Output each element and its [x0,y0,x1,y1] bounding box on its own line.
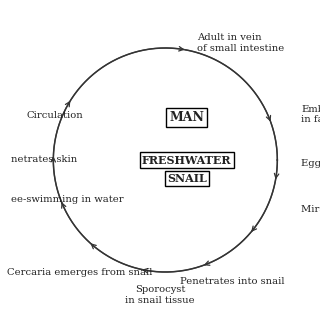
Text: MAN: MAN [169,111,204,124]
Text: Adult in vein
of small intestine: Adult in vein of small intestine [197,33,284,53]
Text: Embryonated
in faeces: Embryonated in faeces [301,105,320,124]
Text: Cercaria emerges from snail: Cercaria emerges from snail [7,268,153,277]
Text: Circulation: Circulation [27,111,84,121]
Text: netrates skin: netrates skin [11,156,77,164]
Text: FRESHWATER: FRESHWATER [142,155,231,165]
Text: ee-swimming in water: ee-swimming in water [11,196,123,204]
Text: SNAIL: SNAIL [167,173,206,184]
Text: Sporocyst
in snail tissue: Sporocyst in snail tissue [125,285,195,305]
Text: Egg passes into: Egg passes into [301,159,320,169]
Text: Miracidium hatche: Miracidium hatche [301,205,320,214]
Text: Penetrates into snail: Penetrates into snail [180,277,284,286]
